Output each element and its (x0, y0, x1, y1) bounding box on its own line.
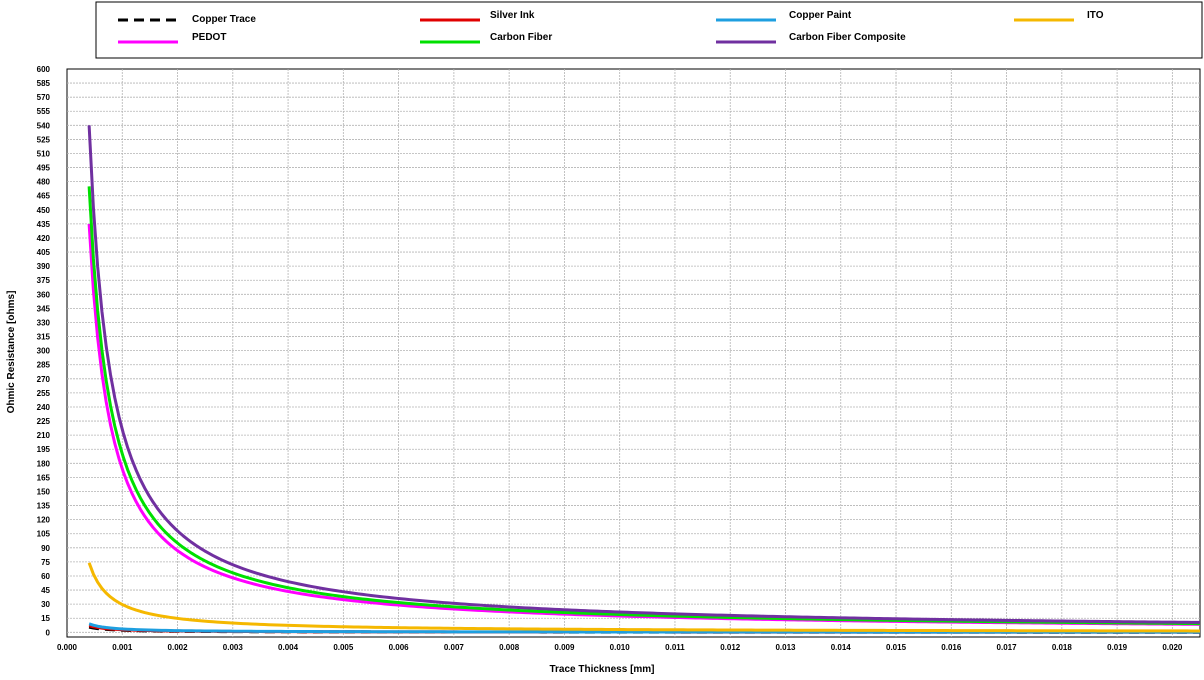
y-tick-label: 225 (37, 417, 51, 426)
y-tick-label: 465 (37, 192, 51, 201)
legend-label-2: Copper Paint (789, 10, 852, 21)
x-axis-label: Trace Thickness [mm] (549, 664, 654, 675)
x-tick-label: 0.015 (886, 643, 907, 652)
y-tick-label: 105 (37, 530, 51, 539)
y-tick-label: 390 (37, 262, 51, 271)
y-tick-label: 90 (41, 544, 50, 553)
y-tick-label: 195 (37, 445, 51, 454)
y-tick-label: 405 (37, 248, 51, 257)
legend-label-3: ITO (1087, 10, 1104, 21)
y-tick-label: 210 (37, 431, 51, 440)
legend-label-5: Carbon Fiber (490, 32, 552, 43)
x-tick-label: 0.003 (223, 643, 244, 652)
y-tick-label: 180 (37, 459, 51, 468)
x-tick-label: 0.001 (112, 643, 133, 652)
x-tick-label: 0.011 (665, 643, 685, 652)
x-tick-label: 0.002 (168, 643, 189, 652)
y-tick-label: 480 (37, 178, 51, 187)
y-tick-label: 255 (37, 389, 51, 398)
x-tick-label: 0.005 (333, 643, 354, 652)
legend-label-1: Silver Ink (490, 10, 535, 21)
y-tick-label: 525 (37, 135, 51, 144)
x-tick-label: 0.018 (1052, 643, 1073, 652)
legend-box (95, 1, 1203, 59)
x-tick-label: 0.012 (720, 643, 741, 652)
y-tick-label: 15 (41, 614, 50, 623)
y-tick-label: 240 (37, 403, 51, 412)
x-tick-labels: 0.000 0.001 0.002 0.003 0.004 0.005 0.006 0.007… (57, 643, 1183, 652)
y-tick-label: 315 (37, 333, 51, 342)
y-tick-label: 555 (37, 107, 51, 116)
y-tick-label: 375 (37, 276, 51, 285)
series-line-3 (87, 562, 1200, 633)
y-axis-label: Ohmic Resistance [ohms] (6, 291, 17, 414)
y-tick-label: 45 (41, 586, 50, 595)
x-tick-label: 0.008 (499, 643, 520, 652)
x-tick-label: 0.014 (831, 643, 852, 652)
legend: Copper Trace Silver Ink Copper Paint ITO PED… (118, 10, 1104, 44)
y-tick-label: 0 (46, 628, 51, 637)
series-line-6 (87, 125, 1201, 624)
y-tick-labels: 0 15 30 45 60 75 90 105 120 135 150 165 180 195 210 225… (37, 65, 51, 637)
y-tick-label: 135 (37, 502, 51, 511)
x-tick-label: 0.010 (610, 643, 631, 652)
y-tick-label: 360 (37, 290, 51, 299)
y-tick-label: 285 (37, 361, 51, 370)
legend-label-6: Carbon Fiber Composite (789, 32, 906, 43)
y-tick-label: 120 (37, 516, 51, 525)
y-tick-label: 495 (37, 164, 51, 173)
y-tick-label: 600 (37, 65, 51, 74)
y-tick-label: 165 (37, 473, 51, 482)
x-tick-label: 0.020 (1162, 643, 1183, 652)
y-tick-label: 450 (37, 206, 51, 215)
x-tick-label: 0.013 (775, 643, 796, 652)
x-tick-label: 0.017 (997, 643, 1018, 652)
y-tick-label: 420 (37, 234, 51, 243)
x-tick-label: 0.009 (554, 643, 575, 652)
y-tick-label: 330 (37, 318, 51, 327)
legend-label-4: PEDOT (192, 32, 226, 43)
y-tick-label: 60 (41, 572, 50, 581)
y-tick-label: 75 (41, 558, 50, 567)
y-tick-label: 300 (37, 347, 51, 356)
x-tick-label: 0.000 (57, 643, 78, 652)
x-tick-label: 0.019 (1107, 643, 1128, 652)
y-tick-label: 435 (37, 220, 51, 229)
x-tick-label: 0.016 (941, 643, 962, 652)
legend-label-0: Copper Trace (192, 14, 256, 25)
x-tick-label: 0.007 (444, 643, 465, 652)
y-tick-label: 540 (37, 121, 51, 130)
y-tick-label: 570 (37, 93, 51, 102)
grid (67, 69, 1200, 637)
y-tick-label: 510 (37, 149, 51, 158)
y-tick-label: 150 (37, 487, 51, 496)
plot-area (66, 68, 1201, 638)
x-tick-label: 0.006 (389, 643, 410, 652)
series-group (87, 125, 1201, 634)
y-tick-label: 30 (41, 600, 50, 609)
x-tick-label: 0.004 (278, 643, 299, 652)
y-tick-label: 585 (37, 79, 51, 88)
y-tick-label: 270 (37, 375, 51, 384)
y-tick-label: 345 (37, 304, 51, 313)
